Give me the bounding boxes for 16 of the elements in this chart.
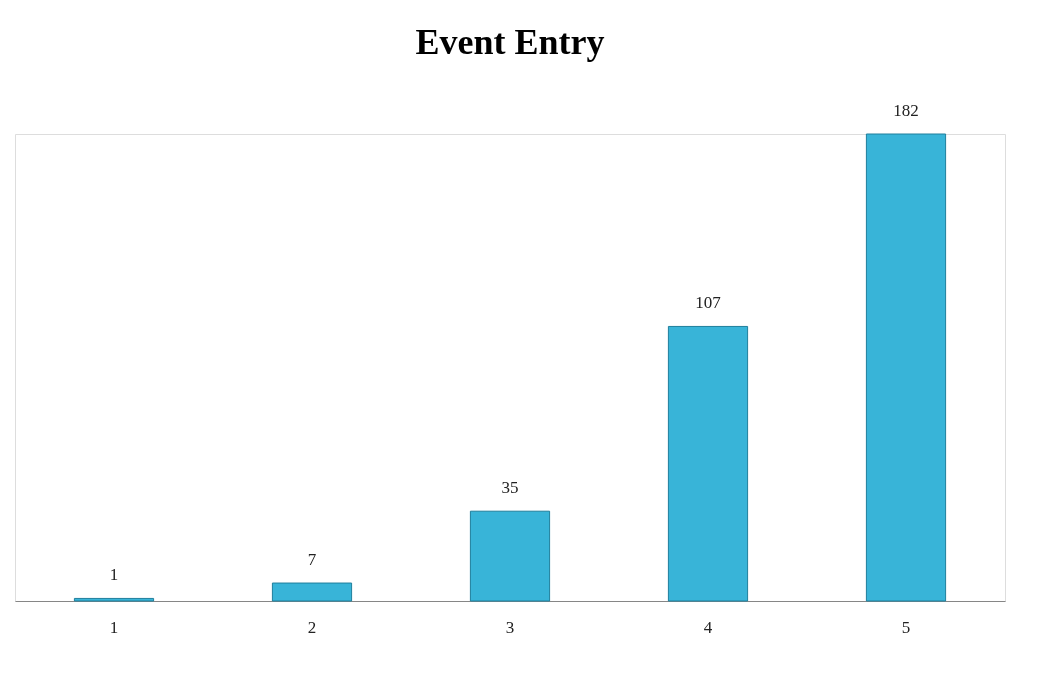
x-tick-label: 2: [307, 617, 317, 637]
x-tick-label: 4: [703, 617, 713, 637]
data-label: 7: [307, 550, 317, 570]
bar: [73, 597, 155, 602]
data-label: 107: [695, 293, 722, 313]
chart-title: Event Entry: [415, 22, 605, 62]
bar: [271, 582, 353, 602]
data-label: 1: [109, 565, 119, 585]
bar: [667, 325, 749, 602]
data-label: 35: [501, 478, 519, 498]
bar: [865, 133, 947, 602]
x-tick-label: 3: [505, 617, 515, 637]
x-tick-label: 5: [901, 617, 911, 637]
bar: [469, 510, 551, 602]
x-tick-label: 1: [109, 617, 119, 637]
data-label: 182: [893, 101, 919, 120]
